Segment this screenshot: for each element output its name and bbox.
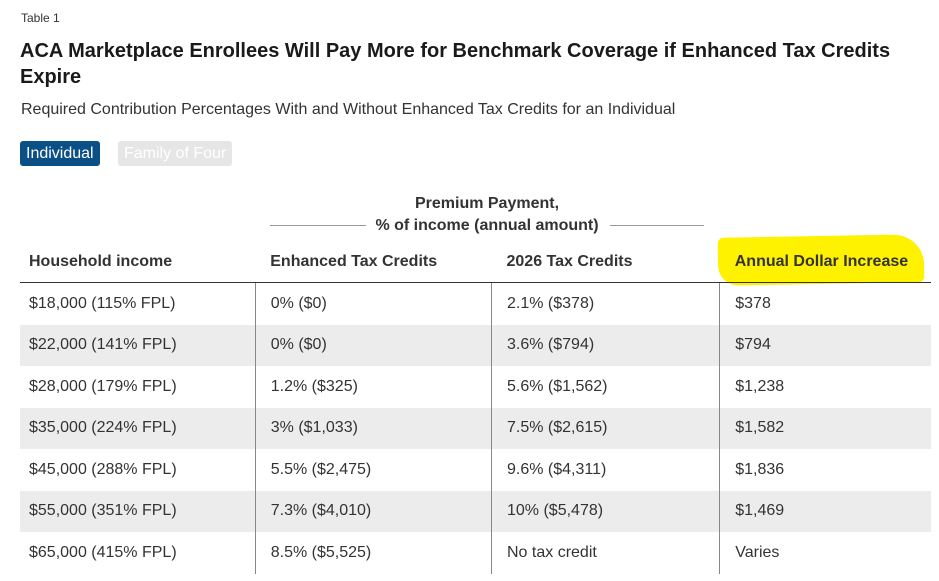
toggle-family-of-four[interactable]: Family of Four [118, 141, 232, 166]
table-row: $22,000 (141% FPL) 0% ($0) 3.6% ($794) $… [20, 325, 931, 367]
cell-2026: 10% ($5,478) [492, 491, 720, 533]
cell-2026: No tax credit [492, 532, 720, 574]
cell-2026: 3.6% ($794) [492, 325, 720, 367]
cell-2026: 9.6% ($4,311) [492, 449, 720, 491]
table-row: $28,000 (179% FPL) 1.2% ($325) 5.6% ($1,… [20, 366, 931, 408]
group-rule-left [270, 225, 366, 226]
cell-household-income: $45,000 (288% FPL) [20, 449, 255, 491]
column-header-enhanced-tax-credits: Enhanced Tax Credits [255, 241, 491, 283]
table-row: $55,000 (351% FPL) 7.3% ($4,010) 10% ($5… [20, 491, 931, 533]
cell-household-income: $35,000 (224% FPL) [20, 408, 255, 450]
cell-increase: $1,469 [720, 491, 931, 533]
cell-2026: 2.1% ($378) [492, 283, 720, 325]
cell-enhanced: 3% ($1,033) [255, 408, 491, 450]
table-row: $65,000 (415% FPL) 8.5% ($5,525) No tax … [20, 532, 931, 574]
cell-household-income: $55,000 (351% FPL) [20, 491, 255, 533]
table-label: Table 1 [21, 11, 60, 25]
page-subtitle: Required Contribution Percentages With a… [21, 101, 675, 119]
column-header-annual-dollar-increase: Annual Dollar Increase [720, 241, 931, 283]
cell-household-income: $28,000 (179% FPL) [20, 366, 255, 408]
cell-enhanced: 0% ($0) [255, 283, 491, 325]
cell-enhanced: 1.2% ($325) [255, 366, 491, 408]
cell-increase: Varies [720, 532, 931, 574]
cell-increase: $1,582 [720, 408, 931, 450]
group-rule-right [610, 225, 704, 226]
cell-enhanced: 8.5% ($5,525) [255, 532, 491, 574]
cell-increase: $1,238 [720, 366, 931, 408]
column-header-2026-tax-credits: 2026 Tax Credits [492, 241, 720, 283]
data-table: Household income Enhanced Tax Credits 20… [20, 241, 931, 574]
cell-increase: $794 [720, 325, 931, 367]
cell-increase: $1,836 [720, 449, 931, 491]
table-row: $35,000 (224% FPL) 3% ($1,033) 7.5% ($2,… [20, 408, 931, 450]
cell-2026: 7.5% ($2,615) [492, 408, 720, 450]
page-title: ACA Marketplace Enrollees Will Pay More … [20, 38, 920, 90]
cell-enhanced: 5.5% ($2,475) [255, 449, 491, 491]
toggle-individual[interactable]: Individual [20, 141, 100, 166]
cell-enhanced: 0% ($0) [255, 325, 491, 367]
cell-household-income: $18,000 (115% FPL) [20, 283, 255, 325]
cell-household-income: $65,000 (415% FPL) [20, 532, 255, 574]
cell-household-income: $22,000 (141% FPL) [20, 325, 255, 367]
cell-enhanced: 7.3% ($4,010) [255, 491, 491, 533]
table-row: $18,000 (115% FPL) 0% ($0) 2.1% ($378) $… [20, 283, 931, 325]
group-header-line2: % of income (annual amount) [270, 215, 704, 237]
group-header: Premium Payment, % of income (annual amo… [270, 193, 704, 237]
cell-increase: $378 [720, 283, 931, 325]
group-header-line1: Premium Payment, [270, 193, 704, 215]
cell-2026: 5.6% ($1,562) [492, 366, 720, 408]
column-header-household-income: Household income [20, 241, 255, 283]
table-row: $45,000 (288% FPL) 5.5% ($2,475) 9.6% ($… [20, 449, 931, 491]
header-row: Household income Enhanced Tax Credits 20… [20, 241, 931, 283]
